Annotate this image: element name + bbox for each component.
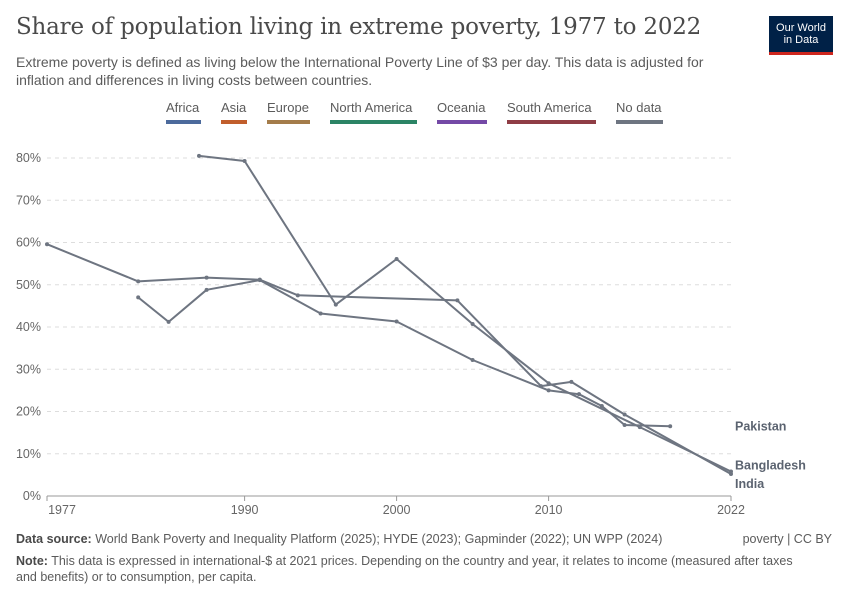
legend-item-asia[interactable]: Asia xyxy=(221,100,247,124)
data-point xyxy=(394,256,399,261)
y-tick-label: 10% xyxy=(16,447,41,461)
legend-label: South America xyxy=(507,100,592,115)
legend-label: North America xyxy=(330,100,413,115)
x-tick-label: 1990 xyxy=(231,503,259,517)
data-point xyxy=(546,388,551,393)
legend-item-oceania[interactable]: Oceania xyxy=(437,100,487,124)
data-point xyxy=(569,379,574,384)
y-tick-label: 60% xyxy=(16,236,41,250)
data-point xyxy=(668,424,673,429)
series-line-india xyxy=(46,243,732,475)
data-source: Data source: World Bank Poverty and Ineq… xyxy=(16,532,662,546)
x-tick-label: 2022 xyxy=(717,503,745,517)
data-point xyxy=(470,322,475,327)
legend-item-africa[interactable]: Africa xyxy=(166,100,201,124)
legend-item-europe[interactable]: Europe xyxy=(267,100,310,124)
chart-subtitle: Extreme poverty is defined as living bel… xyxy=(16,54,704,88)
data-point xyxy=(204,287,209,292)
data-point xyxy=(394,319,399,324)
x-tick-label: 2010 xyxy=(535,503,563,517)
data-point xyxy=(470,357,475,362)
legend-swatch xyxy=(437,120,487,124)
chart-title: Share of population living in extreme po… xyxy=(16,14,702,40)
note-text: This data is expressed in international-… xyxy=(16,554,793,584)
x-tick-label: 1977 xyxy=(48,503,76,517)
data-point xyxy=(455,298,460,303)
data-point xyxy=(577,392,581,397)
legend-item-north-america[interactable]: North America xyxy=(330,100,417,124)
data-point xyxy=(546,381,551,386)
legend-swatch xyxy=(166,120,201,124)
legend-label: Asia xyxy=(221,100,247,115)
y-tick-label: 80% xyxy=(16,151,41,165)
data-point xyxy=(295,293,300,298)
data-point xyxy=(136,279,141,284)
data-point xyxy=(242,158,247,163)
y-tick-label: 30% xyxy=(16,362,41,376)
legend-swatch xyxy=(267,120,310,124)
legend-item-no-data[interactable]: No data xyxy=(616,100,663,124)
end-label-bangladesh: Bangladesh xyxy=(735,458,806,472)
legend-swatch xyxy=(330,120,417,124)
legend-label: Europe xyxy=(267,100,309,115)
data-point xyxy=(166,319,171,324)
data-point xyxy=(599,404,604,409)
data-point xyxy=(197,153,201,158)
y-tick-label: 50% xyxy=(16,278,41,292)
license-link[interactable]: poverty | CC BY xyxy=(742,532,832,546)
data-point xyxy=(729,469,733,474)
end-label-india: India xyxy=(735,477,765,491)
note-label: Note: xyxy=(16,554,48,568)
data-point xyxy=(45,242,49,247)
data-point xyxy=(318,311,323,316)
logo-line-1: Our World xyxy=(776,21,826,34)
legend-label: Africa xyxy=(166,100,200,115)
chart-note: Note: This data is expressed in internat… xyxy=(16,553,816,585)
legend-swatch xyxy=(507,120,596,124)
legend-item-south-america[interactable]: South America xyxy=(507,100,596,124)
data-point xyxy=(136,295,141,300)
logo-line-2: in Data xyxy=(783,34,819,46)
data-point xyxy=(622,412,627,417)
data-source-label: Data source: xyxy=(16,532,92,546)
owid-logo[interactable]: Our World in Data xyxy=(769,16,833,55)
legend-swatch xyxy=(616,120,663,124)
y-tick-label: 70% xyxy=(16,193,41,207)
end-label-pakistan: Pakistan xyxy=(735,419,786,433)
y-tick-label: 0% xyxy=(23,489,41,503)
y-tick-label: 20% xyxy=(16,405,41,419)
data-point xyxy=(257,278,262,283)
legend-label: Oceania xyxy=(437,100,486,115)
data-point xyxy=(622,423,627,428)
data-point xyxy=(333,302,338,307)
series-line-pakistan xyxy=(137,279,672,428)
data-source-text: World Bank Poverty and Inequality Platfo… xyxy=(95,532,663,546)
data-point xyxy=(204,275,209,280)
legend-label: No data xyxy=(616,100,662,115)
x-tick-label: 2000 xyxy=(383,503,411,517)
legend-swatch xyxy=(221,120,247,124)
series-line-bangladesh xyxy=(198,154,732,473)
legend: Africa Asia Europe North America Oceania… xyxy=(0,100,850,130)
y-tick-label: 40% xyxy=(16,320,41,334)
